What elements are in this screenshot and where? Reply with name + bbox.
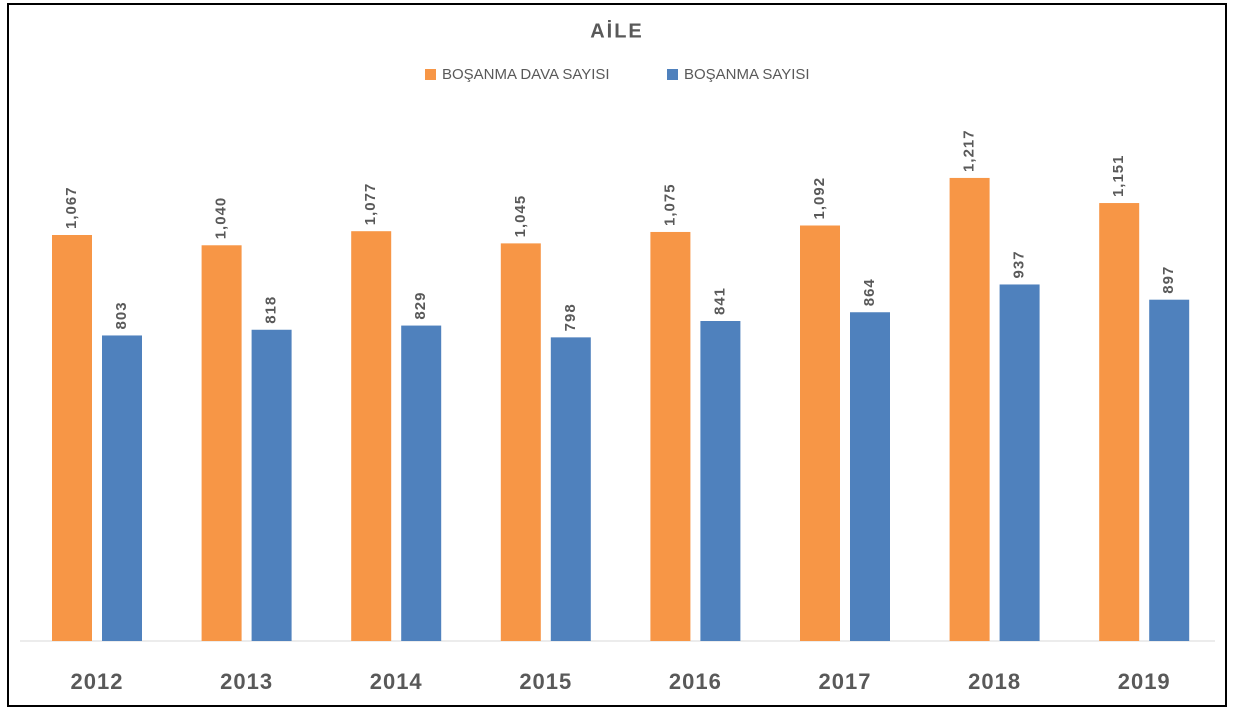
chart-frame bbox=[7, 3, 1227, 707]
bar bbox=[800, 225, 840, 641]
x-tick-label: 2017 bbox=[819, 669, 872, 694]
chart-title: AİLE bbox=[590, 19, 644, 42]
bar bbox=[401, 325, 442, 641]
bar bbox=[102, 335, 142, 641]
data-label: 1,075 bbox=[661, 183, 678, 226]
x-tick-label: 2014 bbox=[370, 669, 423, 694]
x-tick-label: 2019 bbox=[1118, 669, 1171, 694]
data-label: 1,217 bbox=[961, 129, 978, 172]
legend-label: BOŞANMA DAVA SAYISI bbox=[442, 66, 610, 83]
bar bbox=[351, 231, 392, 641]
data-label: 1,151 bbox=[1110, 154, 1127, 197]
bar bbox=[1099, 203, 1140, 641]
bar bbox=[1149, 299, 1190, 641]
bar bbox=[949, 177, 990, 641]
data-label: 897 bbox=[1160, 266, 1177, 294]
data-label: 1,040 bbox=[213, 197, 230, 240]
legend-swatch bbox=[667, 69, 678, 80]
legend-swatch bbox=[425, 69, 436, 80]
data-label: 1,077 bbox=[362, 183, 379, 226]
data-label: 798 bbox=[562, 303, 579, 331]
x-tick-label: 2012 bbox=[71, 669, 124, 694]
bar bbox=[251, 329, 292, 641]
bar bbox=[550, 337, 591, 641]
legend-label: BOŞANMA SAYISI bbox=[684, 66, 810, 83]
data-label: 864 bbox=[861, 278, 878, 306]
data-label: 829 bbox=[412, 292, 429, 320]
bar bbox=[52, 235, 92, 641]
bar bbox=[650, 231, 691, 641]
x-tick-label: 2013 bbox=[220, 669, 273, 694]
bar bbox=[850, 312, 890, 641]
x-tick-label: 2016 bbox=[669, 669, 722, 694]
data-label: 1,092 bbox=[811, 177, 828, 220]
bar bbox=[500, 243, 541, 641]
data-label: 1,067 bbox=[63, 186, 80, 229]
data-label: 818 bbox=[263, 296, 280, 324]
data-label: 841 bbox=[711, 287, 728, 315]
x-tick-label: 2015 bbox=[519, 669, 572, 694]
data-label: 1,045 bbox=[512, 195, 529, 238]
data-label: 803 bbox=[113, 301, 130, 329]
bar bbox=[201, 245, 242, 641]
bar bbox=[999, 284, 1040, 641]
bar bbox=[700, 320, 741, 641]
data-label: 937 bbox=[1011, 250, 1028, 278]
x-tick-label: 2018 bbox=[968, 669, 1021, 694]
